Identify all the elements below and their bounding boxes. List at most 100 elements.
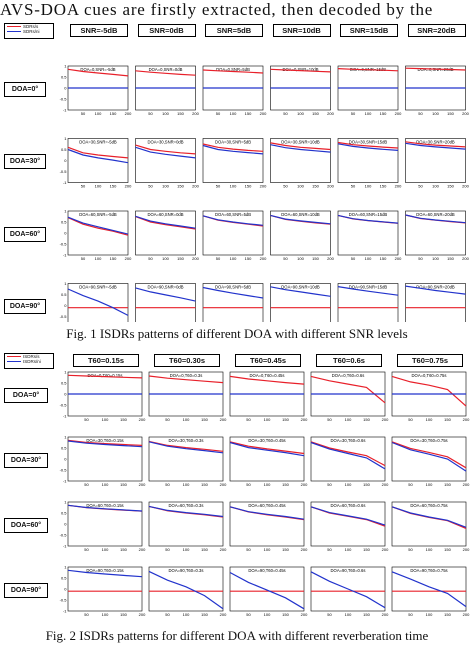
subplot: DOA=90,T60=0.45s 50 100 150 200 xyxy=(229,566,308,617)
y-tick-label: -0.5 xyxy=(60,468,68,473)
y-tick-label: 0 xyxy=(64,392,67,397)
x-tick-label: 100 xyxy=(365,256,372,261)
x-tick-label: 200 xyxy=(327,111,334,116)
x-tick-label: 50 xyxy=(408,612,413,617)
x-tick-label: 200 xyxy=(395,184,402,189)
x-tick-label: 100 xyxy=(345,547,352,552)
x-tick-label: 150 xyxy=(444,417,451,422)
subplot-title: DOA=60,SNR=0dB xyxy=(147,212,183,217)
y-tick-label: -0.5 xyxy=(60,403,68,408)
subplot: DOA=30,T60=0.6s 50 100 150 200 xyxy=(310,436,389,487)
subplot-title: DOA=0,SNR=-5dB xyxy=(80,67,115,72)
figure-2-caption: Fig. 2 ISDRs patterns for different DOA … xyxy=(45,628,429,643)
column-header: SNR=15dB xyxy=(340,24,398,37)
subplot-title: DOA=30,T60=0.75s xyxy=(410,438,447,443)
y-tick-label: 0.5 xyxy=(61,75,67,80)
subplot-title: DOA=60,T60=0.15s xyxy=(86,503,123,508)
row-label: DOA=90° xyxy=(4,299,46,314)
subplot-frame xyxy=(270,283,331,322)
y-tick-label: -1 xyxy=(63,108,67,113)
x-tick-label: 200 xyxy=(395,256,402,261)
subplot-frame xyxy=(337,283,399,322)
y-tick-label: 1 xyxy=(64,136,67,141)
y-tick-label: 1 xyxy=(64,565,67,570)
series-line-blue xyxy=(405,214,466,224)
x-tick-label: 100 xyxy=(230,111,237,116)
row-label: DOA=0° xyxy=(4,81,46,97)
x-tick-label: 200 xyxy=(327,184,334,189)
series-line-blue xyxy=(229,506,305,520)
y-tick-label: 0 xyxy=(64,303,67,308)
x-tick-label: 150 xyxy=(110,111,117,116)
x-tick-label: 150 xyxy=(363,417,370,422)
subplot: DOA=0,SNR=-5dB 1 0.5 0 -0.5 -1 50 100 150 200 xyxy=(60,64,133,117)
subplot: DOA=30,SNR=15dB 50 100 150 200 xyxy=(337,138,402,189)
subplot: DOA=30,T60=0.15s 1 0.5 0 -0.5 -1 50 100 150 200 xyxy=(60,435,147,488)
x-tick-label: 50 xyxy=(84,482,89,487)
legend-label: SDRs/s xyxy=(23,24,39,29)
subplot: DOA=30,T60=0.45s 50 100 150 200 xyxy=(229,436,308,487)
series-line-blue xyxy=(405,285,466,295)
series-line-red xyxy=(391,375,467,407)
column-header: SNR=0dB xyxy=(137,24,196,37)
y-tick-label: 0.5 xyxy=(61,381,67,386)
y-tick-label: -1 xyxy=(63,253,67,258)
x-tick-label: 150 xyxy=(120,482,127,487)
x-tick-label: 50 xyxy=(351,184,356,189)
subplot: DOA=30,T60=0.75s 50 100 150 200 xyxy=(391,436,470,487)
subplot-title: DOA=60,SNR=20dB xyxy=(416,212,455,217)
x-tick-label: 200 xyxy=(192,111,199,116)
x-tick-label: 50 xyxy=(165,612,170,617)
subplot-title: DOA=30,SNR=5dB xyxy=(215,140,251,145)
subplot-title: DOA=0,T60=0.3s xyxy=(170,373,203,378)
series-line-blue xyxy=(337,214,399,224)
subplot-frame xyxy=(202,138,264,183)
x-tick-label: 50 xyxy=(327,417,332,422)
series-line-blue xyxy=(67,148,129,164)
series-line-blue xyxy=(229,571,305,610)
x-tick-label: 50 xyxy=(327,482,332,487)
series-line-blue xyxy=(67,216,129,235)
x-tick-label: 150 xyxy=(282,482,289,487)
x-tick-label: 100 xyxy=(432,111,439,116)
subplot: DOA=60,T60=0.75s 50 100 150 200 xyxy=(391,501,470,552)
subplot-title: DOA=30,T60=0.45s xyxy=(248,438,285,443)
y-tick-label: -1 xyxy=(63,180,67,185)
subplot-title: DOA=0,T60=0.15s xyxy=(88,373,123,378)
x-tick-label: 50 xyxy=(246,482,251,487)
legend-swatch-red xyxy=(7,356,21,358)
x-tick-label: 200 xyxy=(382,482,389,487)
figure-2: ISDRs/s ISDRs/ni T60=0.15s T60=0.30s T60=0… xyxy=(0,352,474,624)
subplot: DOA=60,SNR=0dB 50 100 150 200 xyxy=(135,210,200,261)
series-line-blue xyxy=(135,287,196,302)
x-tick-label: 50 xyxy=(246,417,251,422)
y-tick-label: -0.5 xyxy=(60,97,68,102)
series-line-red xyxy=(67,217,129,236)
x-tick-label: 50 xyxy=(165,417,170,422)
x-tick-label: 150 xyxy=(363,482,370,487)
x-tick-label: 50 xyxy=(148,256,153,261)
x-tick-label: 150 xyxy=(444,547,451,552)
subplot-title: DOA=0,SNR=5dB xyxy=(216,67,250,72)
x-tick-label: 200 xyxy=(139,482,146,487)
x-tick-label: 200 xyxy=(125,111,132,116)
y-tick-label: 0 xyxy=(64,587,67,592)
x-tick-label: 100 xyxy=(264,482,271,487)
legend-swatch-blue xyxy=(7,361,21,363)
series-line-red xyxy=(405,141,466,148)
subplot-frame xyxy=(148,566,224,612)
x-tick-label: 200 xyxy=(301,547,308,552)
series-line-red xyxy=(337,141,399,149)
x-tick-label: 50 xyxy=(408,547,413,552)
x-tick-label: 50 xyxy=(165,482,170,487)
x-tick-label: 150 xyxy=(363,612,370,617)
subplot-title: DOA=90,T60=0.15s xyxy=(86,568,123,573)
series-line-red xyxy=(310,375,386,404)
series-line-blue xyxy=(202,286,264,299)
x-tick-label: 50 xyxy=(84,417,89,422)
x-tick-label: 200 xyxy=(463,417,470,422)
figure-1-caption: Fig. 1 ISDRs patterns of different DOA w… xyxy=(66,326,408,341)
x-tick-label: 200 xyxy=(301,482,308,487)
x-tick-label: 200 xyxy=(260,184,267,189)
